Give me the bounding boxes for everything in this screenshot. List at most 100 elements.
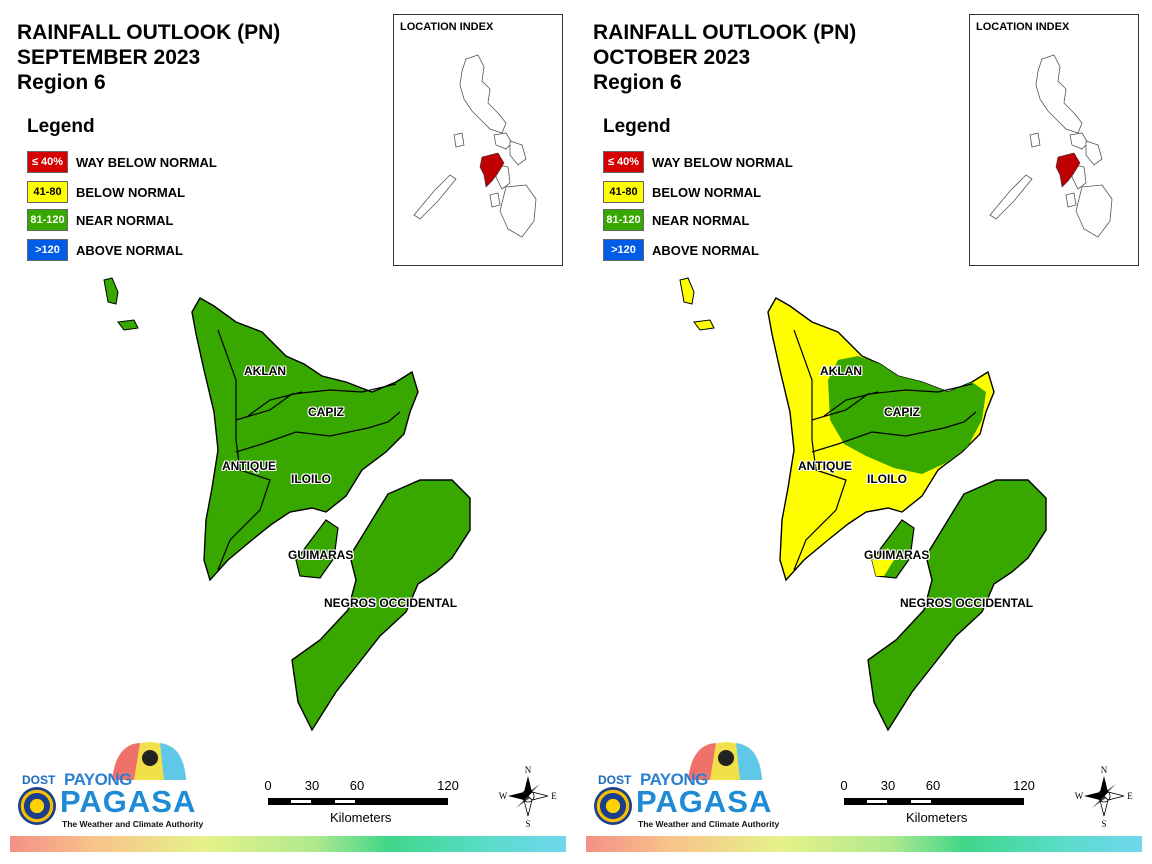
legend-swatch: 41-80 (27, 181, 68, 203)
legend-swatch: >120 (27, 239, 68, 261)
compass-w: W (499, 791, 508, 801)
map-title: RAINFALL OUTLOOK (PN) SEPTEMBER 2023 Reg… (17, 20, 280, 95)
umbrella-icon (112, 742, 186, 780)
pagasa-tagline: The Weather and Climate Authority (62, 819, 204, 829)
province-label-negros-occidental: NEGROS OCCIDENTAL (900, 596, 1034, 610)
dost-label: DOST (598, 773, 632, 787)
payong-label: PAYONG (640, 770, 708, 789)
pagasa-seal-icon (18, 787, 56, 825)
island-north (103, 277, 119, 305)
negros-island (291, 479, 471, 732)
scale-tick: 0 (840, 778, 848, 793)
province-boundaries (793, 329, 977, 571)
scale-units: Kilometers (906, 810, 968, 825)
title-line-3: Region 6 (593, 71, 682, 94)
legend-item-below: 41-80 BELOW NORMAL (27, 180, 185, 204)
legend-swatch: 41-80 (603, 181, 644, 203)
legend-item-above: >120 ABOVE NORMAL (27, 238, 183, 262)
legend-item-above: >120 ABOVE NORMAL (603, 238, 759, 262)
panay-island (191, 297, 419, 582)
north-arrow-icon: N S E W (498, 764, 558, 829)
province-label-negros-occidental: NEGROS OCCIDENTAL (324, 596, 458, 610)
compass-s: S (1101, 819, 1106, 828)
near-normal-area (828, 356, 986, 474)
province-label-guimaras: GUIMARAS (864, 548, 930, 562)
legend-title: Legend (27, 116, 95, 137)
scale-tick: 60 (349, 778, 365, 793)
scale-tick: 120 (437, 778, 459, 793)
legend-item-below: 41-80 BELOW NORMAL (603, 180, 761, 204)
color-strip (10, 836, 566, 852)
philippines-outline-icon (413, 54, 537, 238)
province-label-capiz: CAPIZ (308, 405, 344, 419)
scale-bar-graphic (268, 798, 448, 805)
pagasa-tagline: The Weather and Climate Authority (638, 819, 780, 829)
title-line-1: RAINFALL OUTLOOK (PN) (17, 21, 281, 44)
legend-swatch: 81-120 (603, 209, 644, 231)
color-strip (586, 836, 1142, 852)
legend-swatch: ≤ 40% (27, 151, 68, 173)
pagasa-label: PAGASA (636, 784, 773, 819)
legend-item-way-below: ≤ 40% WAY BELOW NORMAL (27, 150, 217, 174)
scale-tick: 30 (304, 778, 320, 793)
region-6-highlight (1055, 152, 1081, 188)
scale-units: Kilometers (330, 810, 392, 825)
pagasa-logo: DOST PAYONG PAGASA The Weather and Clima… (18, 740, 203, 835)
compass-n: N (525, 765, 532, 775)
legend-label: ABOVE NORMAL (652, 242, 759, 258)
pagasa-seal-icon (594, 787, 632, 825)
province-boundaries (217, 329, 401, 571)
island-small (693, 319, 715, 331)
title-line-2: OCTOBER 2023 (593, 46, 751, 69)
north-arrow-icon: N S E W (1074, 764, 1134, 829)
region-6-map (679, 277, 1047, 732)
legend-swatch: >120 (603, 239, 644, 261)
legend-swatch: 81-120 (27, 209, 68, 231)
title-line-3: Region 6 (17, 71, 106, 94)
island-small (117, 319, 139, 331)
legend-item-way-below: ≤ 40% WAY BELOW NORMAL (603, 150, 793, 174)
province-label-aklan: AKLAN (820, 364, 862, 378)
pagasa-logo: DOST PAYONG PAGASA The Weather and Clima… (594, 740, 779, 835)
compass-s: S (525, 819, 530, 828)
legend-label: NEAR NORMAL (652, 212, 750, 228)
pagasa-label: PAGASA (60, 784, 197, 819)
legend-label: BELOW NORMAL (652, 184, 762, 200)
philippines-outline-icon (989, 54, 1113, 238)
scale-bar: 0 30 60 120 Kilometers (258, 778, 473, 828)
province-label-antique: ANTIQUE (222, 459, 276, 473)
compass-e: E (551, 791, 557, 801)
legend-title: Legend (603, 116, 671, 137)
scale-bar: 0 30 60 120 Kilometers (834, 778, 1049, 828)
payong-label: PAYONG (64, 770, 132, 789)
location-index-title: LOCATION INDEX (976, 21, 1070, 33)
dost-label: DOST (22, 773, 56, 787)
province-label-iloilo: ILOILO (291, 472, 331, 486)
scale-tick: 0 (264, 778, 272, 793)
legend-label: BELOW NORMAL (76, 184, 186, 200)
outlook-panel-september: RAINFALL OUTLOOK (PN) SEPTEMBER 2023 Reg… (10, 14, 566, 852)
province-label-guimaras: GUIMARAS (288, 548, 354, 562)
region-6-highlight (479, 152, 505, 188)
province-label-iloilo: ILOILO (867, 472, 907, 486)
legend-label: WAY BELOW NORMAL (652, 154, 793, 170)
umbrella-icon (688, 742, 762, 780)
guimaras-below-area (872, 548, 894, 576)
location-index-map: LOCATION INDEX (969, 14, 1139, 266)
location-index-title: LOCATION INDEX (400, 21, 494, 33)
legend-label: ABOVE NORMAL (76, 242, 183, 258)
island-north (679, 277, 695, 305)
legend-label: WAY BELOW NORMAL (76, 154, 217, 170)
legend-item-near: 81-120 NEAR NORMAL (27, 208, 174, 232)
scale-tick: 30 (880, 778, 896, 793)
province-label-capiz: CAPIZ (884, 405, 920, 419)
map-title: RAINFALL OUTLOOK (PN) OCTOBER 2023 Regio… (593, 20, 856, 95)
compass-w: W (1075, 791, 1084, 801)
scale-tick: 120 (1013, 778, 1035, 793)
province-label-antique: ANTIQUE (798, 459, 852, 473)
legend-swatch: ≤ 40% (603, 151, 644, 173)
outlook-panel-october: RAINFALL OUTLOOK (PN) OCTOBER 2023 Regio… (576, 0, 1152, 864)
legend-label: NEAR NORMAL (76, 212, 174, 228)
location-index-map: LOCATION INDEX (393, 14, 563, 266)
title-line-1: RAINFALL OUTLOOK (PN) (593, 21, 857, 44)
